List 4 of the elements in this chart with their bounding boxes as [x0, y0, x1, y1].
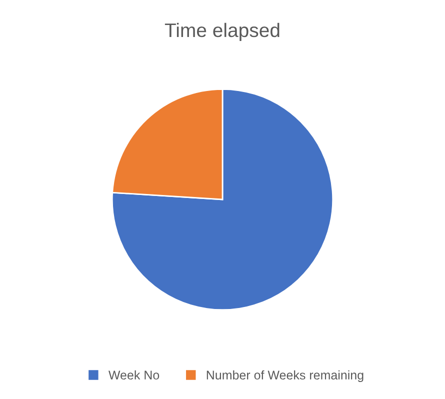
legend-label: Week No	[108, 370, 160, 380]
legend-label: Number of Weeks remaining	[206, 370, 364, 382]
pie-slice	[111, 88, 334, 311]
chart-title: Time elapsed	[164, 22, 280, 41]
